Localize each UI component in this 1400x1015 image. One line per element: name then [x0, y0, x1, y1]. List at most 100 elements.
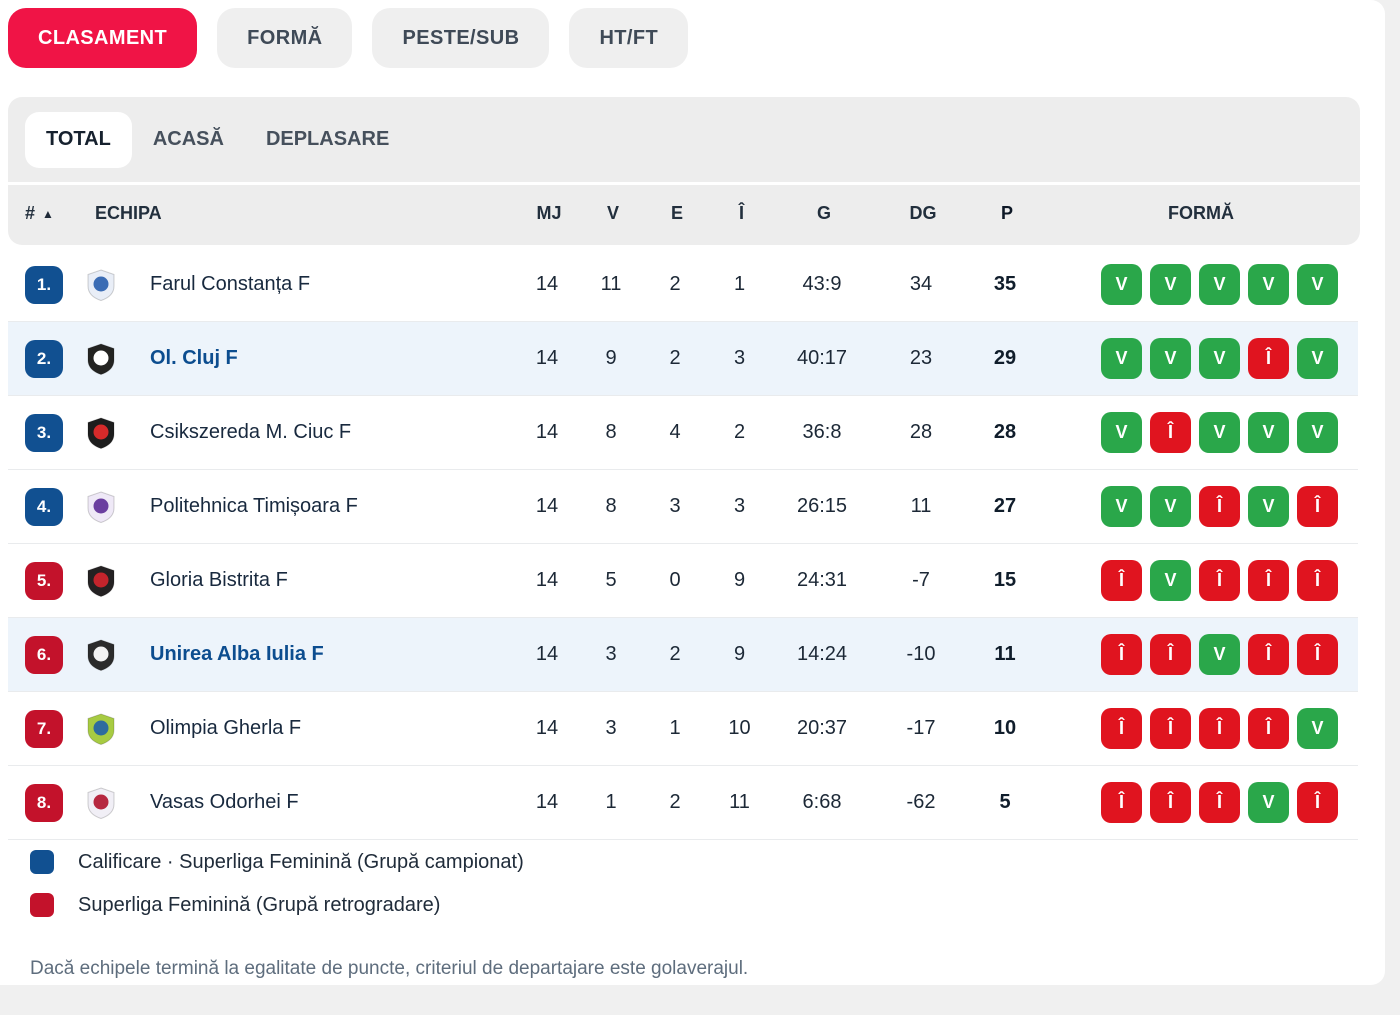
form-win-badge[interactable]: V: [1248, 264, 1289, 305]
cell-p: 29: [993, 347, 1017, 369]
form-loss-badge[interactable]: Î: [1297, 560, 1338, 601]
rank-badge: 1.: [25, 265, 63, 304]
form-loss-badge[interactable]: Î: [1150, 782, 1191, 823]
table-row[interactable]: 5. Gloria Bistrita F 14 5 0 9 24:31 -7 1…: [8, 544, 1358, 618]
p-header-label: P: [1000, 203, 1013, 223]
form-loss-badge[interactable]: Î: [1101, 782, 1142, 823]
form-loss-badge[interactable]: Î: [1101, 708, 1142, 749]
form-loss-badge[interactable]: Î: [1199, 560, 1240, 601]
form-loss-badge[interactable]: Î: [1297, 634, 1338, 675]
team-logo: [87, 268, 115, 301]
form-win-badge[interactable]: V: [1199, 634, 1240, 675]
subtab-deplasare[interactable]: DEPLASARE: [265, 128, 390, 150]
team-name[interactable]: Vasas Odorhei F: [150, 791, 299, 813]
cell-dg: -7: [912, 569, 930, 591]
form-loss-badge[interactable]: Î: [1199, 486, 1240, 527]
form-win-badge[interactable]: V: [1297, 708, 1338, 749]
team-name[interactable]: Ol. Cluj F: [150, 347, 238, 369]
form-win-badge[interactable]: V: [1150, 264, 1191, 305]
cell-v: 8: [605, 421, 617, 443]
legend-item-promotion: Calificare · Superliga Feminină (Grupă c…: [30, 850, 524, 874]
cell-e: 2: [669, 347, 681, 369]
table-row[interactable]: 3. Csikszereda M. Ciuc F 14 8 4 2 36:8 2…: [8, 396, 1358, 470]
cell-mj: 14: [535, 421, 559, 443]
form-win-badge[interactable]: V: [1150, 486, 1191, 527]
tab-forma[interactable]: FORMĂ: [217, 8, 353, 68]
team-name[interactable]: Farul Constanța F: [150, 273, 311, 295]
team-logo: [87, 712, 115, 745]
cell-mj: 14: [535, 717, 559, 739]
e-header-label: E: [670, 203, 683, 223]
form-loss-badge[interactable]: Î: [1199, 782, 1240, 823]
form-win-badge[interactable]: V: [1297, 338, 1338, 379]
tab-ht-ft[interactable]: HT/FT: [569, 8, 689, 68]
form-loss-badge[interactable]: Î: [1248, 708, 1289, 749]
cell-mj: 14: [535, 569, 559, 591]
form-win-badge[interactable]: V: [1297, 264, 1338, 305]
team-name[interactable]: Csikszereda M. Ciuc F: [150, 421, 352, 443]
cell-e: 2: [669, 643, 681, 665]
form-win-badge[interactable]: V: [1101, 338, 1142, 379]
form-loss-badge[interactable]: Î: [1150, 634, 1191, 675]
rank-sort-header[interactable]: # ▲: [8, 203, 72, 224]
team-name[interactable]: Unirea Alba Iulia F: [150, 643, 324, 665]
cell-v: 9: [605, 347, 617, 369]
table-row[interactable]: 1. Farul Constanța F 14 11 2 1 43:9 34 3…: [8, 248, 1358, 322]
form-win-badge[interactable]: V: [1150, 338, 1191, 379]
form-loss-badge[interactable]: Î: [1101, 634, 1142, 675]
table-row[interactable]: 7. Olimpia Gherla F 14 3 1 10 20:37 -17 …: [8, 692, 1358, 766]
cell-p: 10: [993, 717, 1017, 739]
form-win-badge[interactable]: V: [1150, 560, 1191, 601]
form-win-badge[interactable]: V: [1199, 412, 1240, 453]
form-loss-badge[interactable]: Î: [1248, 338, 1289, 379]
form-loss-badge[interactable]: Î: [1199, 708, 1240, 749]
cell-mj: 14: [535, 273, 559, 295]
g-header-label: G: [816, 203, 831, 223]
cell-i: 10: [728, 717, 751, 739]
legend-blue-square: [30, 850, 54, 874]
form-loss-badge[interactable]: Î: [1248, 560, 1289, 601]
team-name[interactable]: Gloria Bistrita F: [150, 569, 288, 591]
cell-e: 1: [669, 717, 681, 739]
form-win-badge[interactable]: V: [1199, 338, 1240, 379]
form-loss-badge[interactable]: Î: [1297, 486, 1338, 527]
team-name[interactable]: Olimpia Gherla F: [150, 717, 302, 739]
form-win-badge[interactable]: V: [1248, 412, 1289, 453]
table-row[interactable]: 8. Vasas Odorhei F 14 1 2 11 6:68 -62 5 …: [8, 766, 1358, 840]
team-name[interactable]: Politehnica Timișoara F: [150, 495, 358, 517]
cell-e: 4: [669, 421, 681, 443]
form-loss-badge[interactable]: Î: [1248, 634, 1289, 675]
form-win-badge[interactable]: V: [1101, 486, 1142, 527]
cell-e: 2: [669, 273, 681, 295]
form-loss-badge[interactable]: Î: [1101, 560, 1142, 601]
tab-clasament[interactable]: CLASAMENT: [8, 8, 198, 68]
form-win-badge[interactable]: V: [1101, 412, 1142, 453]
form-loss-badge[interactable]: Î: [1297, 782, 1338, 823]
table-row[interactable]: 4. Politehnica Timișoara F 14 8 3 3 26:1…: [8, 470, 1358, 544]
form-win-badge[interactable]: V: [1248, 782, 1289, 823]
form-win-badge[interactable]: V: [1199, 264, 1240, 305]
cell-mj: 14: [535, 791, 559, 813]
cell-g: 36:8: [802, 421, 842, 443]
cell-dg: -17: [906, 717, 936, 739]
cell-p: 27: [993, 495, 1017, 517]
cell-v: 3: [605, 717, 617, 739]
tab-peste-sub[interactable]: PESTE/SUB: [372, 8, 550, 68]
cell-i: 3: [733, 347, 746, 369]
cell-e: 3: [669, 495, 681, 517]
form-loss-badge[interactable]: Î: [1150, 708, 1191, 749]
v-header-label: V: [606, 203, 619, 223]
form-win-badge[interactable]: V: [1297, 412, 1338, 453]
form-win-badge[interactable]: V: [1101, 264, 1142, 305]
form-loss-badge[interactable]: Î: [1150, 412, 1191, 453]
form-win-badge[interactable]: V: [1248, 486, 1289, 527]
cell-dg: 34: [909, 273, 933, 295]
subtab-total[interactable]: TOTAL: [25, 111, 132, 168]
legend-red-square: [30, 893, 54, 917]
subtab-acasa[interactable]: ACASĂ: [152, 128, 224, 150]
table-row[interactable]: 6. Unirea Alba Iulia F 14 3 2 9 14:24 -1…: [8, 618, 1358, 692]
cell-i: 1: [733, 273, 746, 295]
rank-badge: 6.: [25, 635, 63, 674]
